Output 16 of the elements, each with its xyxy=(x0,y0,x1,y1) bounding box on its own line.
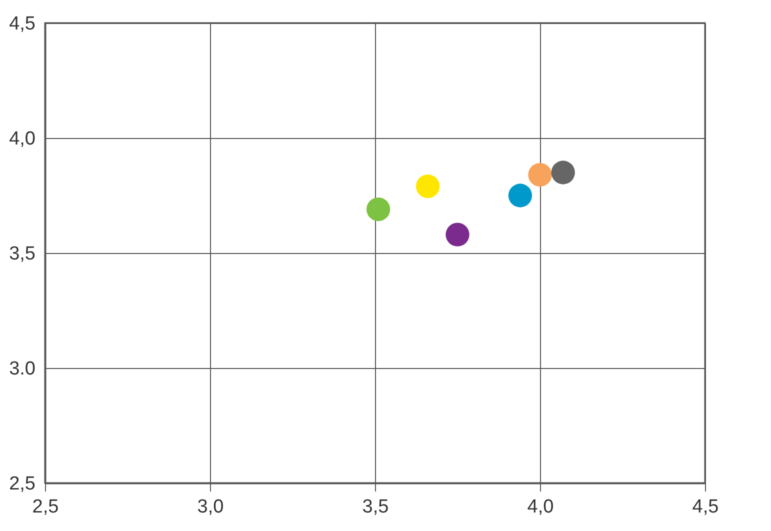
x-tick-label: 3,5 xyxy=(362,496,389,518)
point xyxy=(551,160,575,184)
point xyxy=(366,197,390,222)
point xyxy=(416,174,440,198)
x-tick-label: 3,0 xyxy=(197,496,224,518)
x-tick-label: 4,5 xyxy=(692,496,719,518)
point xyxy=(528,162,552,187)
y-tick-label: 2,5 xyxy=(9,474,36,494)
y-tick-label: 4,0 xyxy=(9,128,36,150)
point xyxy=(508,184,532,208)
y-tick-label: 4,5 xyxy=(9,14,36,34)
x-tick-label: 4,0 xyxy=(527,496,554,518)
y-tick-label: 3,5 xyxy=(9,244,36,264)
y-tick-label: 3.0 xyxy=(9,358,36,380)
x-tick-label: 2,5 xyxy=(32,496,59,518)
point xyxy=(446,222,470,246)
